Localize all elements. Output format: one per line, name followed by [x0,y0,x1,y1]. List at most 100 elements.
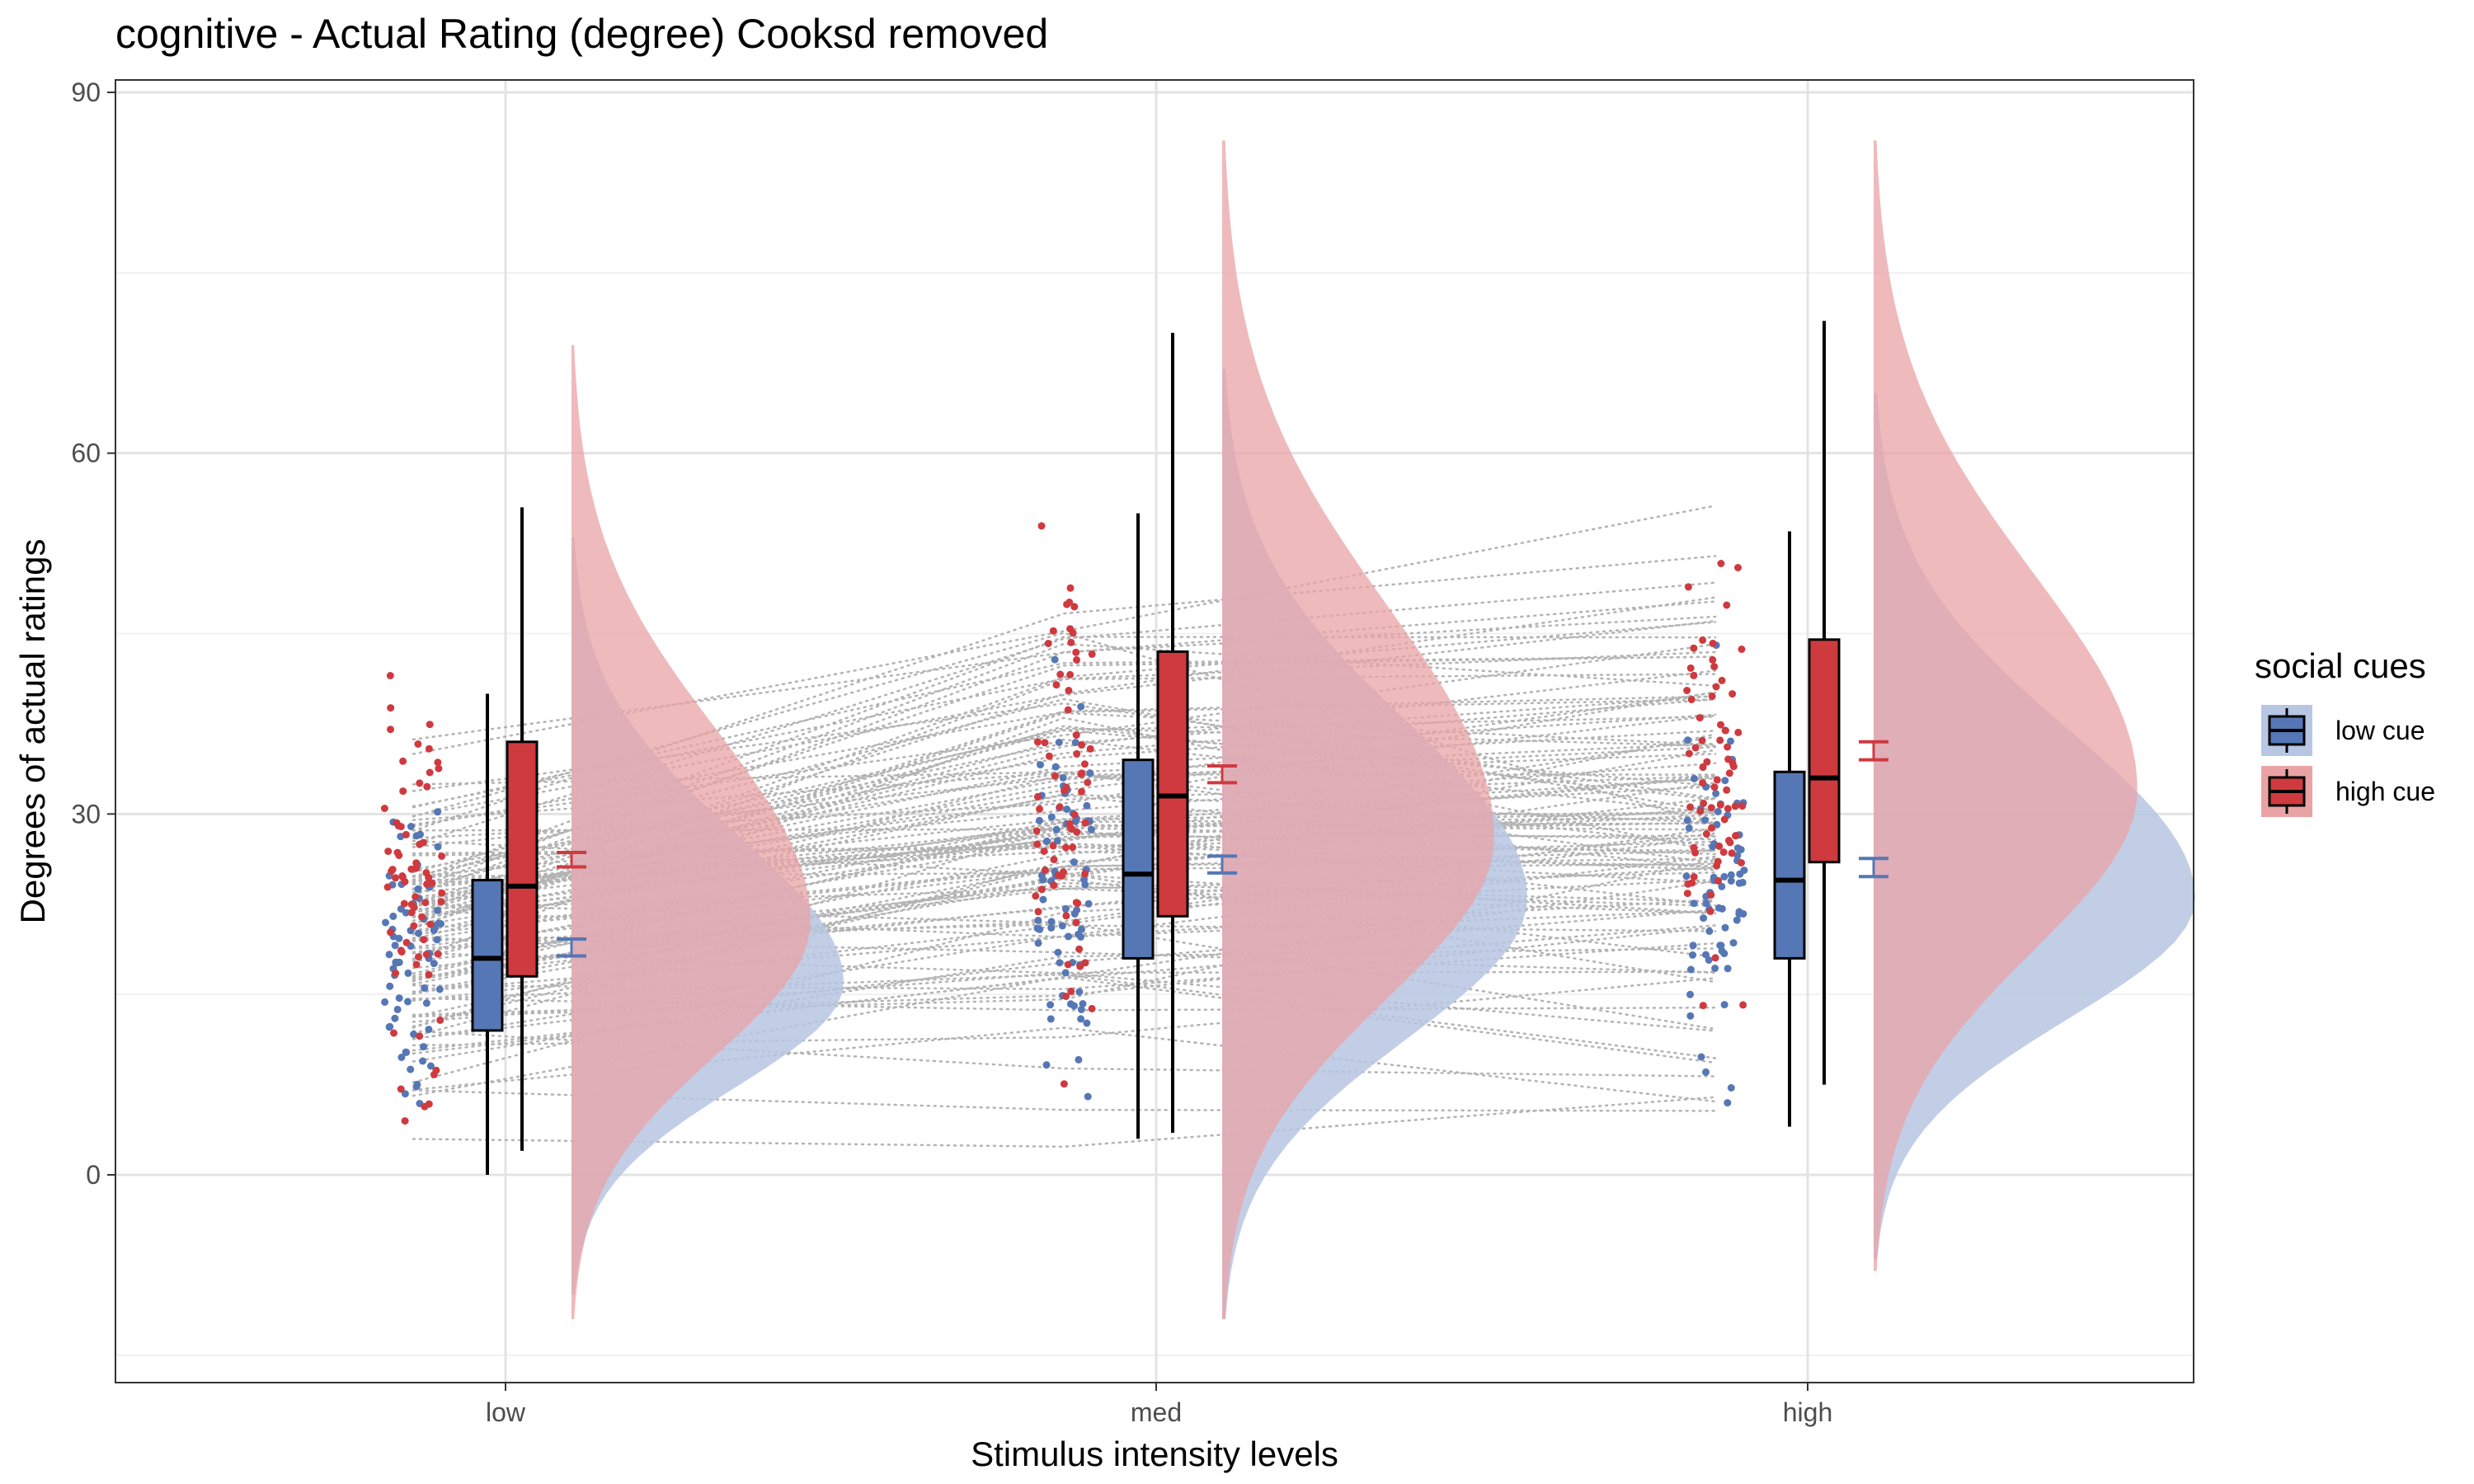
data-point [388,867,396,876]
data-point [438,852,446,860]
data-point [1727,1084,1735,1092]
data-point [1684,583,1692,591]
density-high-cue-low [571,345,811,1320]
data-point [1689,951,1696,959]
data-point [1709,655,1717,664]
data-point [412,832,421,840]
data-point [1738,802,1747,810]
data-point [1061,904,1070,913]
data-point [1069,843,1077,852]
data-point [1033,840,1042,848]
data-point [1061,969,1070,977]
data-point [1707,890,1715,899]
data-point [401,1117,409,1125]
data-point [1707,804,1715,812]
data-point [400,899,408,908]
data-point [1699,1002,1707,1010]
data-point [1065,599,1074,606]
data-point [1051,772,1059,780]
data-point [1723,786,1731,794]
data-point [1734,728,1743,736]
data-point [1729,939,1738,947]
data-point [1081,819,1089,827]
data-point [1061,843,1070,852]
data-point [1685,749,1693,758]
data-point [1032,827,1041,835]
density-high-cue-high [1874,140,2138,1271]
data-point [423,880,431,888]
data-point [412,1082,421,1091]
data-point [1699,763,1707,772]
data-point [1066,584,1075,592]
data-point [426,920,435,928]
data-point [1054,948,1062,956]
data-point [404,998,412,1006]
data-point [1724,805,1732,813]
data-point [1734,564,1742,571]
data-point [426,768,434,777]
data-point [421,899,430,907]
data-point [1706,907,1714,915]
data-point [391,942,399,950]
data-point [1708,824,1715,832]
data-point [1721,726,1729,735]
data-point [397,948,406,956]
data-point [385,951,393,959]
data-point [1717,560,1725,567]
box-high-cue [1156,650,1189,918]
participant-line [412,655,1717,884]
data-point [1724,1099,1732,1107]
data-point [1739,910,1747,918]
data-point [1721,777,1729,785]
data-point [393,819,401,827]
data-point [1073,749,1081,758]
data-point [401,1090,409,1098]
data-point [1067,987,1075,995]
data-point [1047,923,1056,932]
data-point [410,1031,418,1038]
data-point [1718,882,1726,890]
data-point [399,757,407,765]
data-point [402,830,410,838]
data-point [1060,1080,1068,1088]
data-point [1065,932,1072,941]
data-point [1691,744,1700,752]
data-point [1040,848,1048,855]
data-point [1691,848,1700,857]
data-point [423,782,431,791]
data-point [434,758,442,767]
data-point [412,960,421,969]
data-point [1047,1015,1055,1023]
data-point [1070,910,1079,918]
data-point [436,1016,444,1024]
data-point [387,704,395,712]
data-point [1702,899,1710,908]
data-point [1729,690,1737,698]
data-point [1720,1001,1729,1009]
data-point [1683,816,1691,824]
box-low-cue [1773,770,1806,960]
data-point [430,927,438,934]
data-point [425,744,433,753]
data-point [1070,858,1078,866]
data-point [1708,693,1716,700]
data-point [419,838,427,847]
data-point [1072,648,1080,656]
participant-line [412,650,1717,808]
data-point [1088,1004,1096,1012]
data-point [1727,877,1735,885]
data-point [1738,859,1745,866]
data-point [1720,872,1729,881]
legend: social cues low cue high cue [2255,646,2435,817]
data-point [1733,852,1742,859]
data-point [1078,769,1086,777]
data-point [395,934,403,942]
data-point [1732,832,1739,840]
data-point [1714,808,1722,815]
data-point [1738,878,1747,886]
data-point [1045,752,1053,760]
data-point [1049,842,1057,850]
chart-title: cognitive - Actual Rating (degree) Cooks… [115,11,1048,57]
data-point [1683,890,1691,898]
y-tick-label: 30 [71,799,101,829]
